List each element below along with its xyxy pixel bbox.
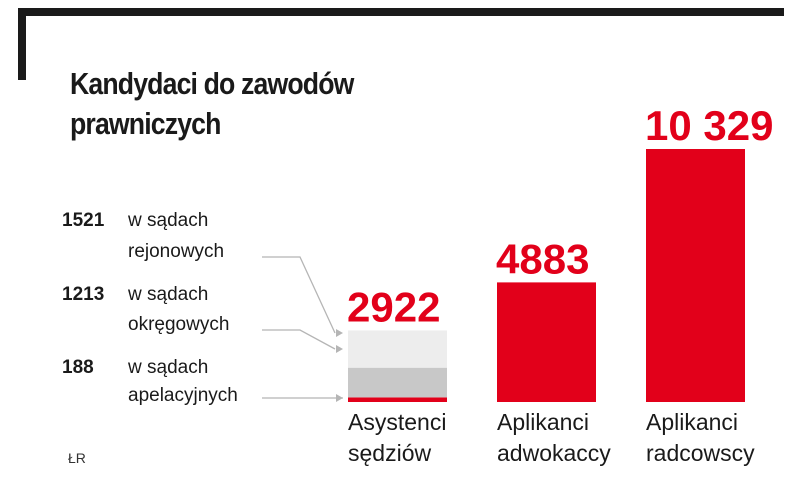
source-credit: ŁR: [68, 450, 86, 466]
frame-left-rule: [18, 8, 26, 80]
leader-arrow-3: [336, 394, 343, 402]
category-label-3-line-1: Aplikanci: [646, 409, 738, 435]
category-label-3-line-2: radcowscy: [646, 440, 755, 466]
frame-right-rule: [776, 8, 784, 16]
bar-value-label-1: 2922: [347, 283, 440, 330]
category-label-1-line-2: sędziów: [348, 440, 431, 466]
chart-title-line-2: prawniczych: [70, 106, 221, 141]
frame-top-rule: [18, 8, 784, 16]
bar-3: [646, 149, 745, 402]
segment-label-2-line-2: okręgowych: [128, 314, 229, 335]
chart-title: Kandydaci do zawodów prawniczych: [70, 64, 354, 144]
bar-value-label-2: 4883: [496, 235, 589, 282]
segment-label-1-line-2: rejonowych: [128, 241, 224, 262]
bar-value-label-3: 10 329: [645, 102, 773, 149]
segment-value-1: 1521: [62, 210, 105, 231]
segment-value-3: 188: [62, 357, 94, 378]
bar-segment-2: [348, 367, 447, 398]
bar-2: [497, 282, 596, 402]
category-label-1-line-1: Asystenci: [348, 409, 446, 435]
chart-title-line-1: Kandydaci do zawodów: [70, 66, 354, 101]
category-label-2-line-2: adwokaccy: [497, 440, 611, 466]
leader-arrow-2: [336, 345, 343, 353]
bar-segment-1: [348, 397, 447, 402]
bar-segment-3: [348, 330, 447, 368]
segment-label-2-line-1: w sądach: [127, 284, 208, 305]
segment-label-1-line-1: w sądach: [127, 210, 208, 231]
segment-label-3-line-2: apelacyjnych: [128, 385, 238, 406]
leader-arrow-1: [336, 329, 343, 337]
category-label-2-line-1: Aplikanci: [497, 409, 589, 435]
segment-value-2: 1213: [62, 284, 104, 305]
leader-line-2: [262, 329, 336, 350]
leader-line-1: [262, 256, 336, 334]
segment-label-3-line-1: w sądach: [127, 357, 208, 378]
